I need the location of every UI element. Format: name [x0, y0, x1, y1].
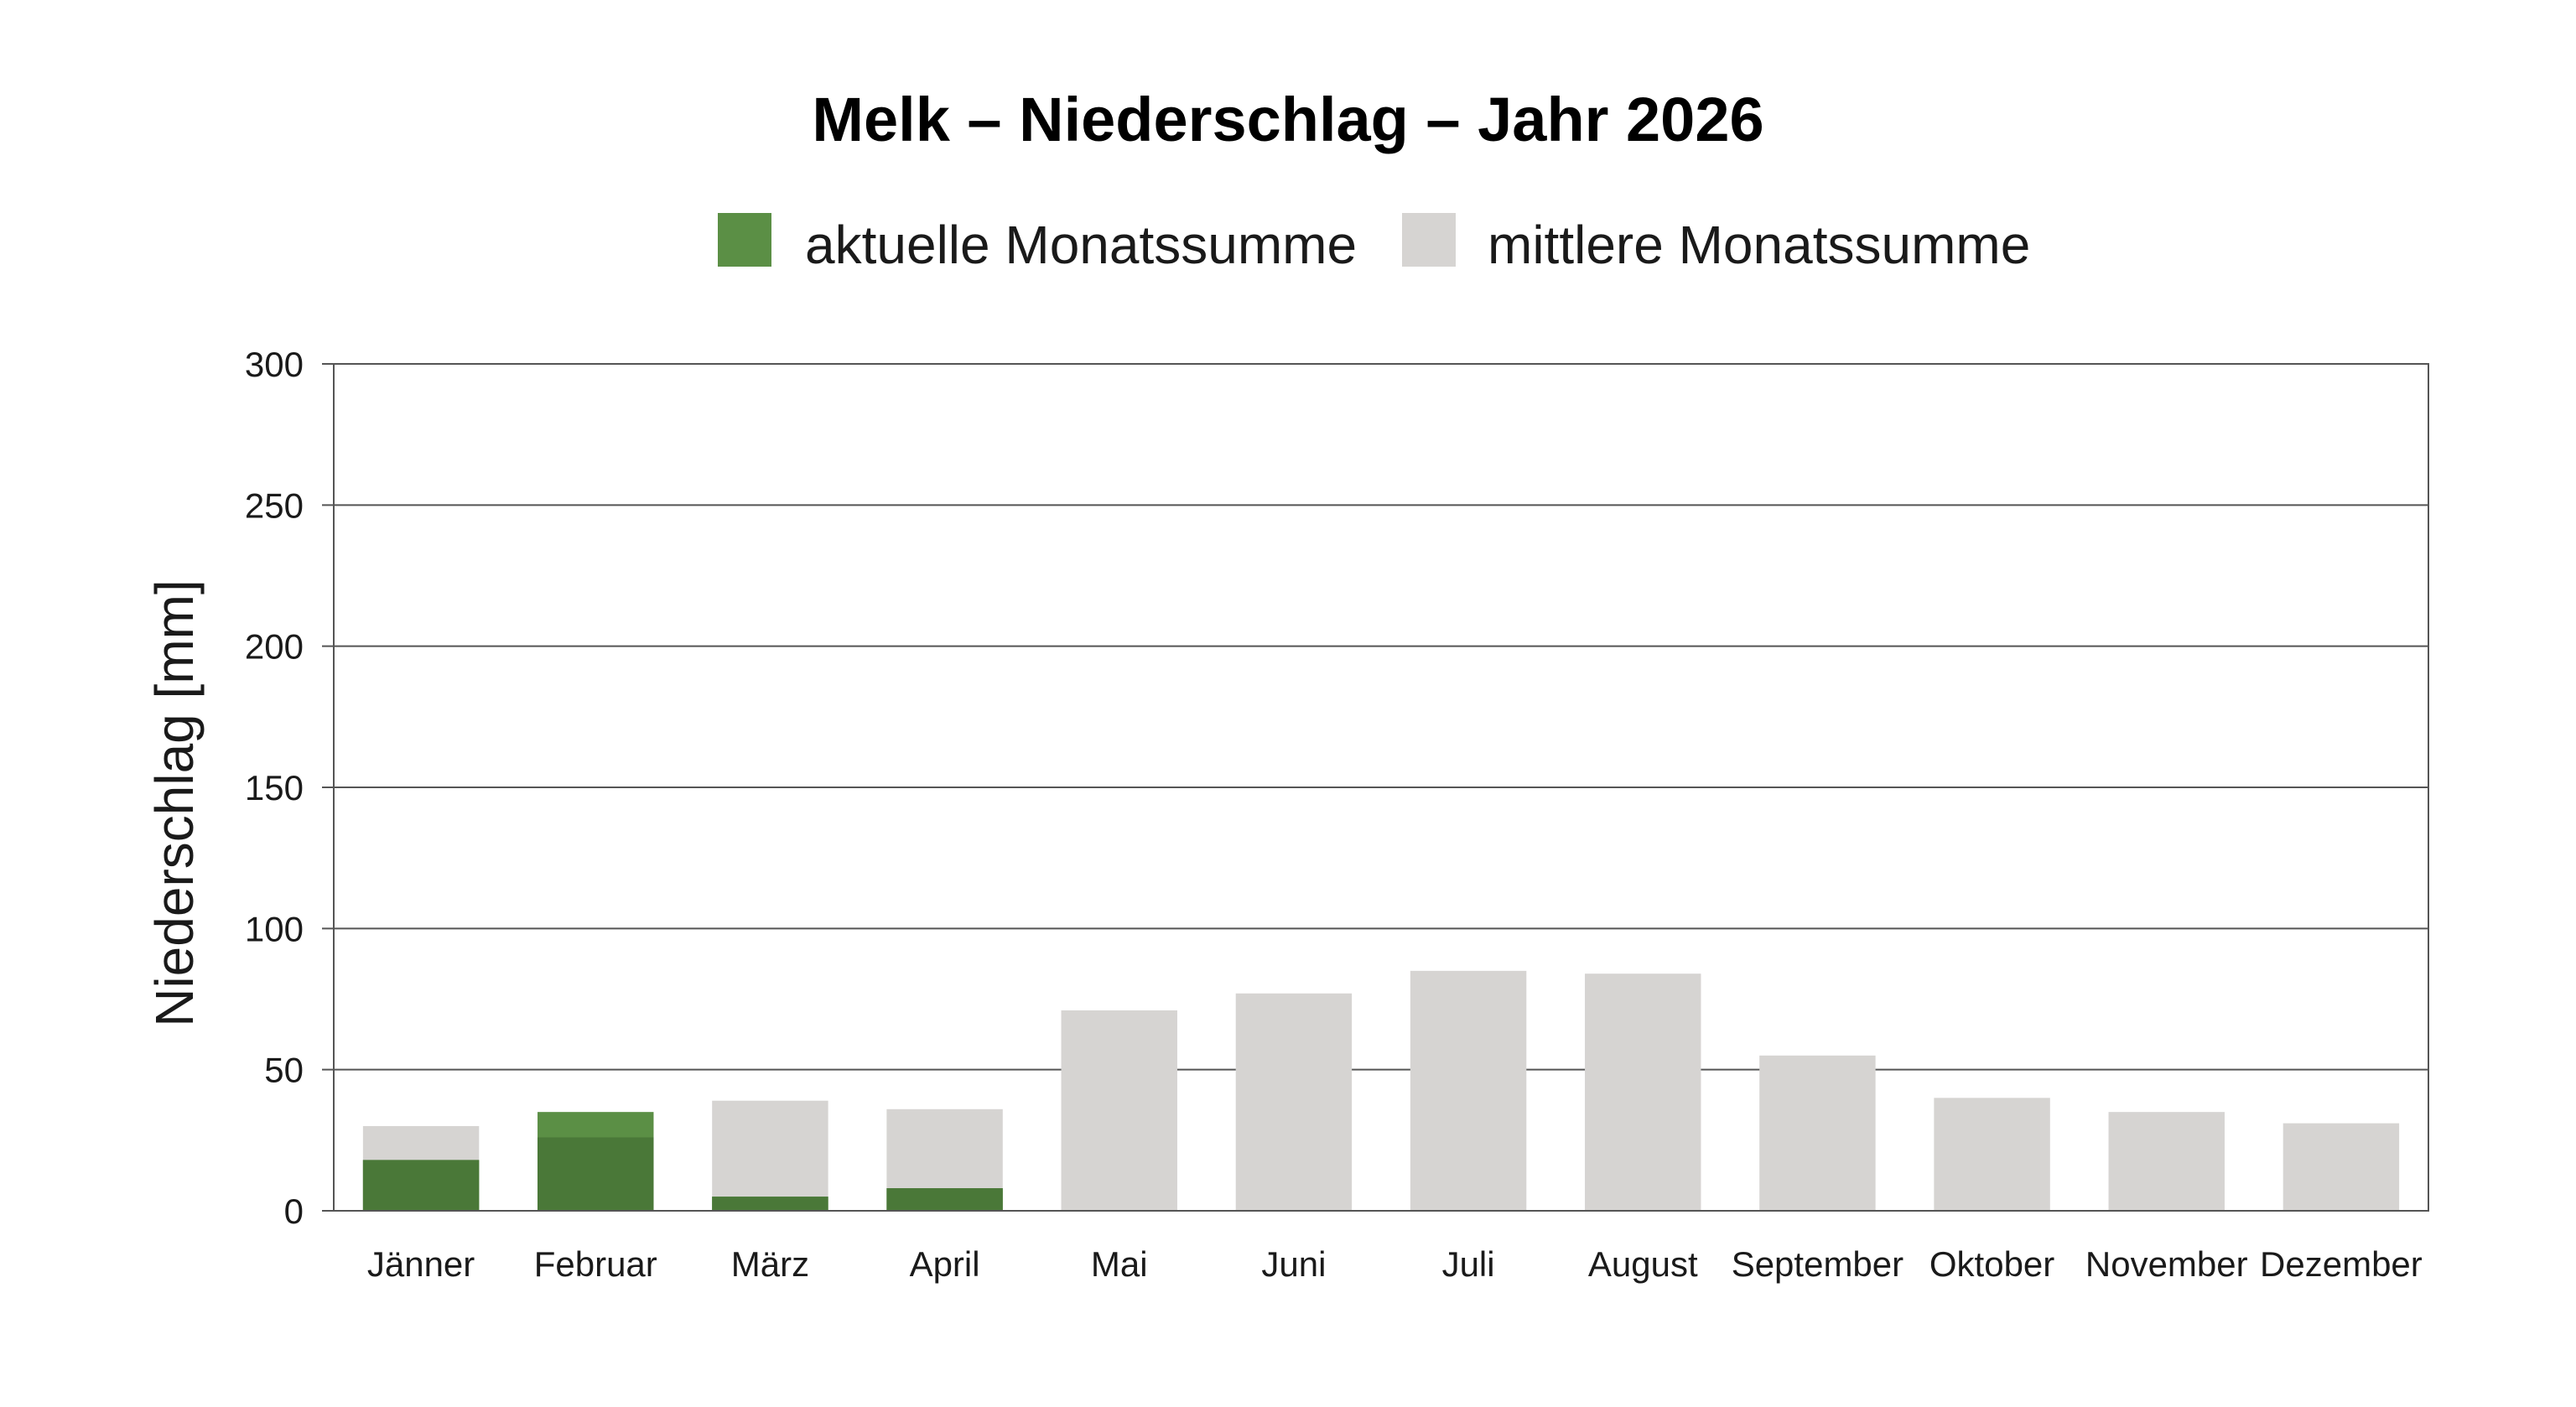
legend-swatch-mittlere: [1402, 213, 1456, 267]
x-tick-label: August: [1588, 1244, 1698, 1284]
y-axis-ticks: 0 50 100 150 200 250 300: [245, 345, 304, 1231]
x-tick-label: September: [1732, 1244, 1903, 1284]
x-tick-label: Mai: [1091, 1244, 1148, 1284]
x-tick-label: Februar: [534, 1244, 657, 1284]
y-tick-label: 150: [245, 768, 304, 807]
y-tick-label: 100: [245, 909, 304, 948]
x-tick-label: Juni: [1261, 1244, 1326, 1284]
legend-label-aktuelle: aktuelle Monatssumme: [805, 215, 1357, 275]
y-axis-label: Niederschlag [mm]: [144, 579, 205, 1027]
legend: aktuelle Monatssumme mittlere Monatssumm…: [718, 213, 2030, 275]
bar-mittlere-5: [1061, 1010, 1177, 1211]
x-tick-label: Oktober: [1929, 1244, 2054, 1284]
x-tick-label: März: [731, 1244, 809, 1284]
x-tick-label: November: [2085, 1244, 2248, 1284]
bar-mittlere-11: [2108, 1112, 2225, 1211]
y-tick-label: 0: [284, 1192, 304, 1231]
y-tick-label: 200: [245, 627, 304, 667]
plot-frame: [333, 363, 2429, 1212]
chart-title: Melk – Niederschlag – Jahr 2026: [812, 85, 1763, 154]
bar-overlap-2: [538, 1137, 654, 1211]
bar-mittlere-8: [1585, 973, 1701, 1211]
x-tick-label: Juli: [1442, 1244, 1495, 1284]
x-tick-label: Dezember: [2260, 1244, 2423, 1284]
legend-swatch-aktuelle: [718, 213, 771, 267]
bar-mittlere-10: [1934, 1098, 2050, 1211]
bar-mittlere-3: [712, 1100, 828, 1211]
bar-mittlere-6: [1235, 993, 1353, 1211]
gridlines: [322, 363, 2428, 1212]
bars: [362, 970, 2400, 1211]
y-tick-label: 50: [264, 1051, 304, 1090]
bar-mittlere-7: [1410, 970, 1527, 1211]
bar-mittlere-9: [1759, 1055, 1876, 1211]
y-tick-label: 300: [245, 345, 304, 384]
bar-mittlere-12: [2283, 1123, 2400, 1211]
bar-overlap-1: [362, 1160, 480, 1211]
x-tick-label: April: [910, 1244, 980, 1284]
x-tick-label: Jänner: [367, 1244, 475, 1284]
bar-overlap-3: [712, 1197, 828, 1211]
legend-label-mittlere: mittlere Monatssumme: [1488, 215, 2030, 275]
y-tick-label: 250: [245, 485, 304, 525]
bar-overlap-4: [886, 1188, 1003, 1211]
x-axis-ticks: Jänner Februar März April Mai Juni Juli August S…: [367, 1244, 2423, 1284]
